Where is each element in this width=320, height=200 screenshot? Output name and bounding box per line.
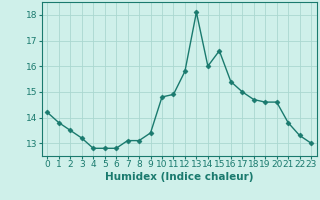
X-axis label: Humidex (Indice chaleur): Humidex (Indice chaleur) (105, 172, 253, 182)
